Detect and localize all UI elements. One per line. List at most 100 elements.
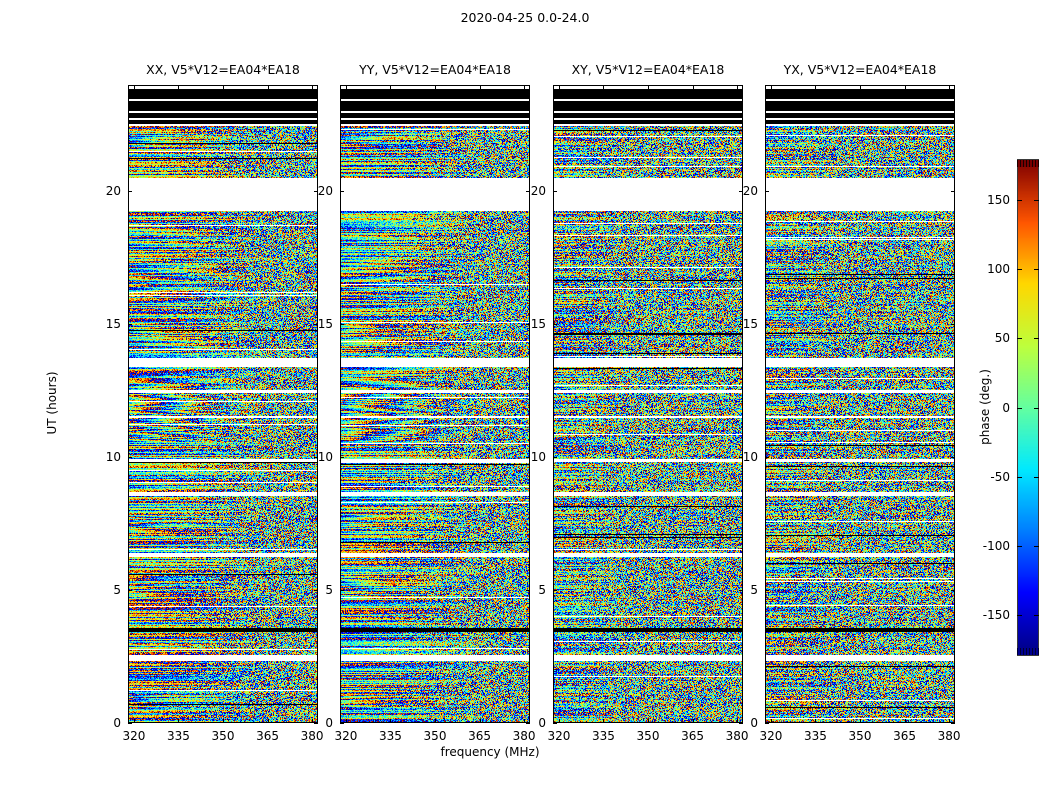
x-tick-mark: [390, 85, 392, 89]
x-tick-mark: [435, 85, 436, 89]
x-tick-mark: [770, 719, 772, 723]
y-tick-label: 20: [742, 184, 758, 199]
y-tick-mark: [128, 723, 132, 724]
x-tick-mark: [603, 85, 605, 89]
x-tick-mark: [223, 85, 224, 89]
y-tick-mark: [340, 723, 344, 724]
colorbar-tick-mark: [1034, 338, 1039, 340]
y-tick-mark: [739, 324, 743, 326]
x-tick-mark: [737, 85, 739, 89]
y-tick-label: 10: [530, 450, 546, 465]
x-tick-mark: [815, 719, 817, 723]
y-tick-mark: [739, 723, 743, 724]
x-tick-mark: [345, 85, 347, 89]
colorbar-tick-mark: [1034, 269, 1039, 271]
x-tick-label: 350: [848, 729, 872, 743]
x-tick-label: 380: [725, 729, 749, 743]
x-tick-mark: [860, 719, 861, 723]
x-tick-mark: [479, 85, 481, 89]
x-tick-mark: [178, 719, 180, 723]
y-tick-mark: [553, 723, 557, 724]
x-tick-mark: [692, 719, 694, 723]
y-tick-label: 20: [530, 184, 546, 199]
colorbar-under-marks: [1017, 648, 1039, 655]
y-tick-mark: [526, 723, 530, 724]
x-tick-mark: [737, 719, 739, 723]
y-tick-label: 10: [105, 450, 121, 465]
x-tick-mark: [133, 85, 135, 89]
y-tick-mark: [553, 457, 557, 459]
x-tick-mark: [435, 719, 436, 723]
y-tick-mark: [314, 457, 318, 459]
x-tick-mark: [312, 85, 314, 89]
colorbar-tick-mark: [1017, 545, 1022, 547]
colorbar-tick-mark: [1017, 407, 1022, 409]
x-tick-label: 365: [468, 729, 491, 743]
y-tick-mark: [553, 191, 557, 193]
x-tick-mark: [267, 85, 269, 89]
colorbar-tick-label: -150: [982, 607, 1010, 622]
colorbar-tick-label: 50: [994, 331, 1010, 346]
panel-title-yx: YX, V5*V12=EA04*EA18: [783, 62, 937, 77]
y-tick-mark: [765, 324, 769, 326]
x-tick-label: 350: [636, 729, 660, 743]
panel-xy: XY, V5*V12=EA04*EA18 0 5 10 15 20 320 335 350 365…: [531, 62, 749, 743]
y-tick-label: 15: [530, 317, 546, 332]
panel-frame: [553, 85, 743, 723]
x-tick-mark: [312, 719, 314, 723]
phase-waterfall-image: [341, 86, 529, 722]
y-tick-mark: [340, 457, 344, 459]
colorbar-over-marks: [1017, 160, 1039, 167]
colorbar-gradient: [1018, 160, 1038, 655]
y-tick-mark: [765, 723, 769, 724]
y-tick-mark: [314, 324, 318, 326]
x-tick-mark: [267, 719, 269, 723]
panel-title-xx: XX, V5*V12=EA04*EA18: [146, 62, 300, 77]
panel-yx: YX, V5*V12=EA04*EA18 0 5 10 15 20 320 335 350 365…: [743, 62, 961, 743]
x-tick-label: 320: [334, 729, 358, 743]
y-tick-mark: [765, 191, 769, 193]
x-tick-label: 335: [379, 729, 402, 743]
x-tick-label: 350: [423, 729, 447, 743]
colorbar-tick-mark: [1017, 338, 1022, 340]
y-tick-label: 5: [750, 583, 758, 598]
colorbar-label: phase (deg.): [978, 368, 992, 445]
colorbar-tick-mark: [1017, 269, 1022, 271]
y-tick-mark: [765, 590, 769, 592]
colorbar-tick-mark: [1017, 614, 1022, 616]
y-tick-label: 10: [742, 450, 758, 465]
colorbar-tick-label: 100: [987, 262, 1010, 277]
x-tick-label: 335: [804, 729, 827, 743]
y-tick-mark: [739, 590, 743, 592]
x-tick-label: 350: [211, 729, 235, 743]
colorbar-tick-mark: [1017, 200, 1022, 202]
y-tick-mark: [951, 191, 955, 193]
y-tick-mark: [739, 457, 743, 459]
y-tick-mark: [553, 324, 557, 326]
x-tick-label: 380: [300, 729, 324, 743]
colorbar-tick-mark: [1034, 407, 1039, 409]
x-tick-label: 335: [167, 729, 190, 743]
y-tick-mark: [128, 324, 132, 326]
x-tick-mark: [479, 719, 481, 723]
x-tick-mark: [770, 85, 772, 89]
colorbar-tick-label: -50: [990, 469, 1010, 484]
y-tick-mark: [739, 191, 743, 193]
y-tick-mark: [951, 723, 955, 724]
x-tick-mark: [178, 85, 180, 89]
y-tick-mark: [340, 324, 344, 326]
x-tick-mark: [904, 719, 906, 723]
x-tick-mark: [524, 719, 526, 723]
x-tick-mark: [558, 85, 560, 89]
y-tick-label: 15: [317, 317, 333, 332]
panel-frame: [765, 85, 955, 723]
y-tick-mark: [765, 457, 769, 459]
panel-frame: [128, 85, 318, 723]
y-tick-mark: [128, 457, 132, 459]
y-tick-label: 5: [325, 583, 333, 598]
x-tick-mark: [603, 719, 605, 723]
panel-yy: YY, V5*V12=EA04*EA18 0 5 10 15 20 320 335 350 365…: [318, 62, 536, 743]
y-tick-label: 10: [317, 450, 333, 465]
panel-frame: [340, 85, 530, 723]
